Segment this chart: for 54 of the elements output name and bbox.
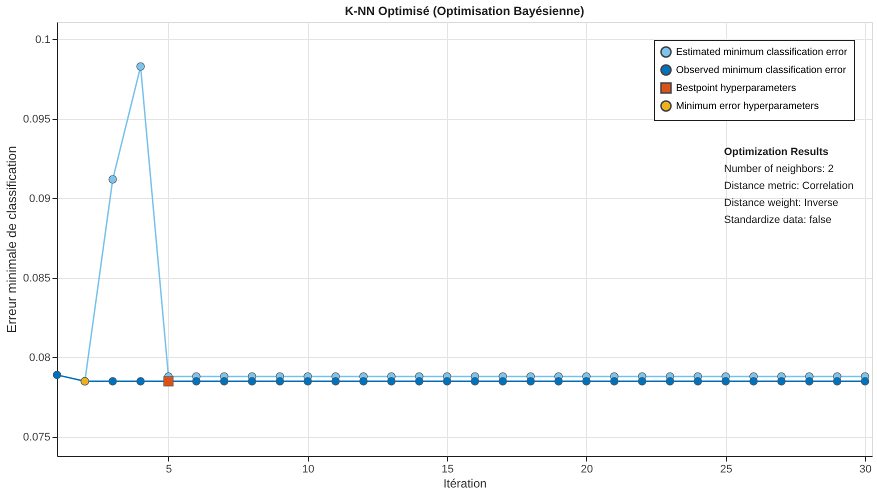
- point: [415, 377, 424, 386]
- point: [136, 377, 145, 386]
- point: [498, 377, 507, 386]
- point: [526, 377, 535, 386]
- annotation: Standardize data: false: [724, 214, 832, 226]
- point: [860, 377, 870, 386]
- point: [108, 377, 117, 386]
- point: [833, 377, 842, 386]
- point: [638, 377, 646, 386]
- x-tick-label: 15: [441, 464, 454, 476]
- annotation: Optimization Results: [724, 146, 829, 158]
- point: [248, 377, 256, 386]
- point: [694, 377, 702, 386]
- legend-label: Observed minimum classification error: [676, 65, 847, 76]
- legend-label: Bestpoint hyperparameters: [676, 83, 796, 94]
- point: [805, 377, 814, 386]
- annotation: Number of neighbors: 2: [724, 163, 834, 175]
- point: [610, 377, 618, 386]
- point: [359, 377, 368, 386]
- point: [470, 377, 480, 386]
- x-tick-label: 20: [580, 464, 594, 476]
- legend-label: Minimum error hyperparameters: [676, 101, 819, 112]
- x-tick-label: 5: [166, 464, 172, 476]
- point: [136, 62, 145, 71]
- y-tick-label: 0.095: [22, 113, 50, 126]
- point: [387, 377, 396, 386]
- point: [554, 377, 563, 386]
- annotation: Distance metric: Correlation: [724, 180, 854, 192]
- y-tick-label: 0.09: [29, 192, 50, 205]
- chart-title: K-NN Optimisé (Optimisation Bayésienne): [344, 4, 584, 18]
- point: [220, 377, 228, 386]
- point: [722, 377, 730, 386]
- point: [192, 377, 200, 386]
- x-tick-label: 10: [302, 464, 314, 476]
- point: [777, 377, 786, 386]
- point: [52, 370, 62, 380]
- y-tick-label: 0.085: [22, 272, 50, 284]
- x-tick-label: 30: [859, 464, 872, 476]
- point: [666, 377, 674, 386]
- point: [331, 377, 340, 386]
- point: [276, 377, 284, 386]
- annotation: Distance weight: Inverse: [724, 197, 839, 209]
- point: [304, 377, 312, 386]
- point: [749, 377, 758, 386]
- point: [582, 377, 591, 386]
- y-axis-title: Erreur minimale de classification: [4, 146, 19, 334]
- point: [442, 377, 452, 386]
- point: [108, 175, 117, 184]
- x-axis-title: Itération: [443, 476, 487, 490]
- legend-label: Estimated minimum classification error: [676, 47, 848, 58]
- y-tick-label: 0.08: [29, 352, 50, 364]
- x-tick-label: 25: [720, 464, 732, 476]
- y-tick-label: 0.075: [22, 431, 50, 444]
- y-tick-label: 0.1: [35, 34, 50, 46]
